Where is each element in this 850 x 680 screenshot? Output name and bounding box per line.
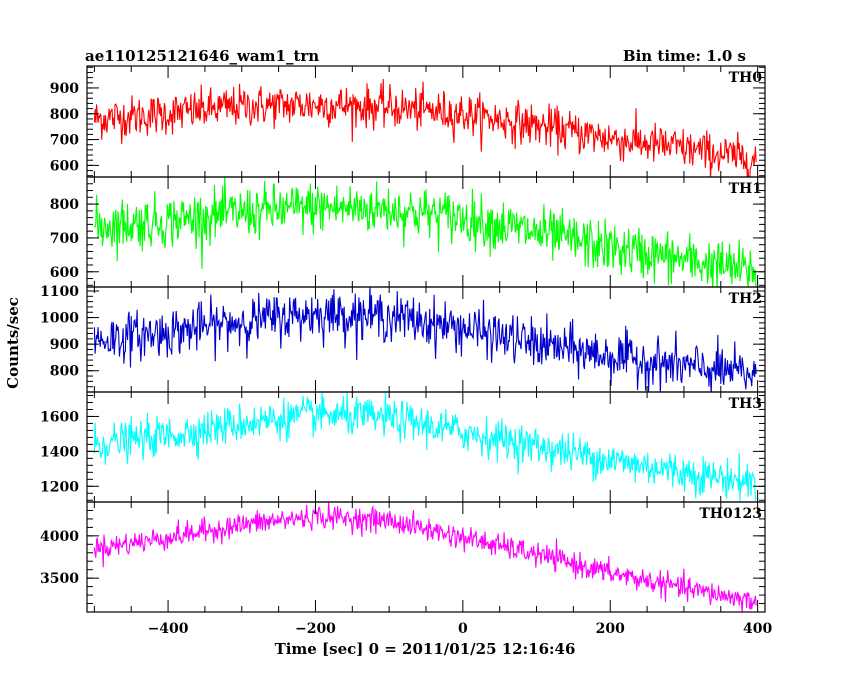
- y-tick-label: 1000: [40, 311, 79, 327]
- y-tick-label: 4000: [40, 529, 79, 545]
- panel-name-label: TH0: [729, 70, 763, 86]
- y-tick-label: 600: [50, 265, 79, 281]
- panel-name-label: TH3: [729, 396, 762, 412]
- y-tick-label: 800: [50, 107, 79, 123]
- y-tick-label: 1100: [40, 284, 79, 300]
- series-line-th2: [93, 287, 757, 392]
- panel-th1: 600 700 800 TH1: [50, 176, 766, 288]
- series-line-th0123: [93, 502, 757, 612]
- panel-th0: 600 700 800 900 TH0: [50, 65, 766, 178]
- y-tick-label: 700: [50, 231, 79, 247]
- series-line-th3: [93, 392, 757, 502]
- y-tick-label: 800: [50, 364, 79, 380]
- panel-name-label: TH1: [729, 181, 762, 197]
- panel-th3: 1200 1400 1600 TH3: [40, 391, 766, 503]
- series-line-th0: [93, 78, 757, 177]
- x-tick-label: −200: [295, 621, 336, 637]
- x-tick-label: 200: [596, 621, 625, 637]
- y-tick-label: 1400: [40, 444, 79, 460]
- chart-subtitle: Bin time: 1.0 s: [623, 47, 746, 65]
- panel-frame: [86, 65, 766, 178]
- y-tick-label: 700: [50, 133, 79, 149]
- x-axis-label: Time [sec] 0 = 2011/01/25 12:16:46: [275, 640, 576, 658]
- panel-name-label: TH2: [729, 291, 762, 307]
- panel-name-label: TH0123: [699, 506, 762, 522]
- panel-th0123: 3500 4000 TH0123: [40, 501, 766, 613]
- panel-th2: 800 900 1000 1100 TH2: [40, 284, 766, 393]
- y-tick-label: 1600: [40, 409, 79, 425]
- chart-title: ae110125121646_wam1_trn: [85, 47, 319, 65]
- series-line-th1: [93, 177, 757, 287]
- panel-frame: [86, 391, 766, 503]
- y-tick-label: 900: [50, 337, 79, 353]
- x-tick-label: 400: [743, 621, 772, 637]
- y-tick-label: 1200: [40, 479, 79, 495]
- y-axis-label: Counts/sec: [4, 297, 22, 389]
- x-tick-label: −400: [148, 621, 189, 637]
- panels: 600 700 800 900 TH0 600 700 800 TH1 800 900 1000 110…: [40, 65, 772, 637]
- panel-frame: [86, 501, 766, 613]
- y-tick-label: 3500: [40, 571, 79, 587]
- y-tick-label: 900: [50, 81, 79, 97]
- x-tick-label: 0: [458, 621, 468, 637]
- y-tick-label: 800: [50, 197, 79, 213]
- y-tick-label: 600: [50, 158, 79, 174]
